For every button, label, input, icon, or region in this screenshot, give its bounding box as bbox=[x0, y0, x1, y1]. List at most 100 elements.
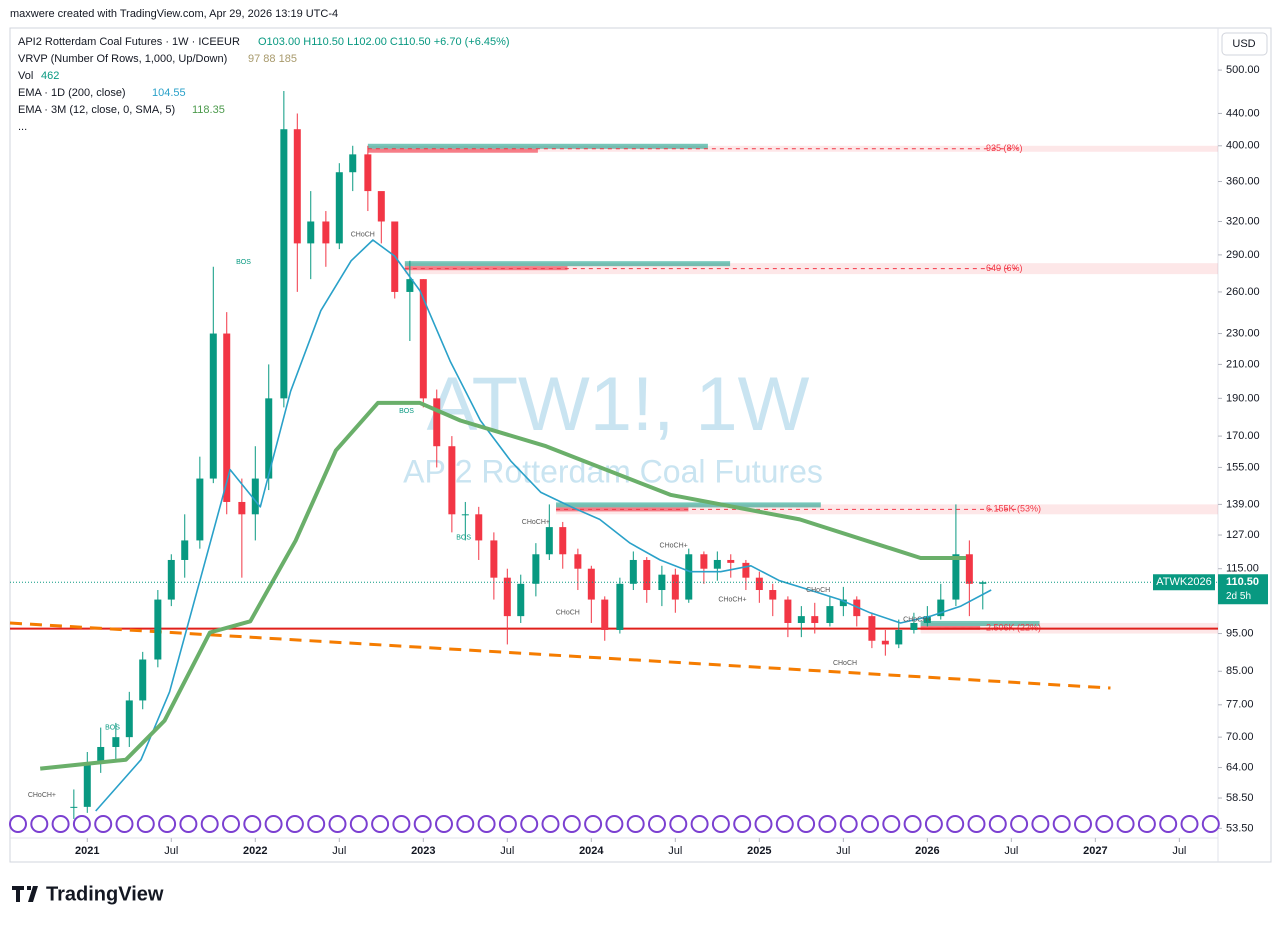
x-tick-label: Jul bbox=[500, 845, 514, 857]
candle-body bbox=[490, 540, 498, 578]
y-tick-label: 58.50 bbox=[1226, 792, 1254, 804]
legend-symbol: API2 Rotterdam Coal Futures · 1W · ICEEU… bbox=[18, 36, 240, 48]
y-tick-label: 70.00 bbox=[1226, 731, 1254, 743]
annotation: CHoCH+ bbox=[28, 792, 56, 799]
candle-body bbox=[209, 333, 217, 479]
candle-body bbox=[910, 622, 918, 630]
y-tick-label: 500.00 bbox=[1226, 64, 1260, 76]
event-icon bbox=[562, 815, 581, 833]
candle-body bbox=[965, 554, 973, 584]
event-icon bbox=[839, 815, 858, 833]
candle-body bbox=[280, 129, 288, 399]
candle-body bbox=[937, 599, 945, 617]
candle-body bbox=[629, 559, 637, 584]
candle-body bbox=[559, 527, 567, 555]
y-tick-label: 360.00 bbox=[1226, 175, 1260, 187]
event-icon bbox=[158, 815, 177, 833]
legend-more: ... bbox=[18, 121, 27, 133]
event-icon bbox=[605, 815, 624, 833]
y-tick-label: 95.00 bbox=[1226, 627, 1254, 639]
annotation: BOS bbox=[399, 408, 414, 415]
event-icon bbox=[733, 815, 752, 833]
candle-body bbox=[517, 583, 525, 617]
annotation: CHoCH bbox=[556, 610, 580, 617]
y-tick-label: 53.50 bbox=[1226, 822, 1254, 834]
candle-body bbox=[223, 333, 231, 502]
zone-volume bbox=[367, 143, 708, 149]
currency[interactable]: USD bbox=[1232, 38, 1255, 50]
event-icon bbox=[690, 815, 709, 833]
candle-body bbox=[167, 559, 175, 600]
ema-line bbox=[95, 239, 992, 812]
annotation: BOS bbox=[105, 724, 120, 731]
candle-body bbox=[70, 806, 78, 808]
candle-body bbox=[811, 616, 819, 623]
ema-line bbox=[39, 400, 966, 771]
y-tick-label: 320.00 bbox=[1226, 215, 1260, 227]
event-icon bbox=[435, 815, 453, 833]
event-icon bbox=[861, 815, 879, 833]
event-icon bbox=[797, 815, 816, 833]
currency-button[interactable] bbox=[1221, 32, 1268, 56]
y-tick-label: 260.00 bbox=[1226, 286, 1260, 298]
candle-body bbox=[377, 191, 385, 222]
event-icon bbox=[648, 815, 666, 833]
event-icon bbox=[200, 815, 219, 833]
candle-body bbox=[769, 590, 777, 600]
candle-body bbox=[112, 737, 120, 747]
x-tick-label: 2023 bbox=[411, 845, 435, 857]
event-icon bbox=[584, 815, 603, 833]
event-icon bbox=[498, 815, 517, 833]
annotation: CHoCH+ bbox=[660, 543, 688, 550]
zone-label: 640 (6%) bbox=[986, 263, 1023, 273]
y-tick-label: 170.00 bbox=[1226, 430, 1260, 442]
event-icon bbox=[1137, 815, 1156, 833]
x-tick-label: Jul bbox=[836, 845, 850, 857]
annotation: BOS bbox=[236, 259, 251, 266]
event-icon bbox=[924, 815, 943, 833]
annotation: CHoCH+ bbox=[718, 596, 746, 603]
annotation: CHoCH bbox=[351, 231, 375, 238]
event-icon bbox=[903, 815, 922, 833]
candle-body bbox=[433, 398, 441, 447]
y-tick-label: 64.00 bbox=[1226, 761, 1254, 773]
x-tick-label: 2024 bbox=[579, 845, 604, 857]
event-icon bbox=[136, 815, 155, 833]
candle-body bbox=[251, 478, 259, 515]
y-tick-label: 400.00 bbox=[1226, 140, 1260, 152]
candle-body bbox=[755, 577, 763, 591]
annotation: CHoCH+ bbox=[903, 616, 931, 623]
plot: 500.00 440.00 400.00 360.00 320.00 290.00 260.… bbox=[9, 64, 1268, 857]
event-icon bbox=[988, 815, 1007, 833]
event-icon bbox=[243, 815, 262, 833]
candle-body bbox=[895, 629, 903, 645]
y-tick-label: 190.00 bbox=[1226, 392, 1260, 404]
event-icon bbox=[626, 815, 645, 833]
legend: API2 Rotterdam Coal Futures · 1W · ICEEU… bbox=[18, 36, 510, 133]
candle-body bbox=[83, 762, 91, 807]
candle-body bbox=[784, 599, 792, 623]
candle-body bbox=[545, 527, 553, 555]
event-icon bbox=[1159, 815, 1178, 833]
legend-vol-value: 462 bbox=[41, 70, 59, 82]
event-icon bbox=[72, 815, 91, 833]
candle-body bbox=[601, 599, 609, 630]
annotation: CHoCH+ bbox=[522, 519, 550, 526]
event-icon bbox=[94, 815, 113, 833]
candle-body bbox=[853, 599, 861, 617]
y-tick-label: 155.00 bbox=[1226, 461, 1260, 473]
legend-ema2: EMA · 3M (12, close, 0, SMA, 5) bbox=[18, 104, 175, 116]
y-tick-label: 210.00 bbox=[1226, 358, 1260, 370]
candle-body bbox=[406, 279, 414, 292]
candle-body bbox=[839, 599, 847, 607]
legend-vrvp: VRVP (Number Of Rows, 1,000, Up/Down) bbox=[18, 53, 227, 65]
zone-label: 6.155K (53%) bbox=[986, 504, 1041, 514]
candle-body bbox=[181, 540, 189, 560]
candle-body bbox=[97, 746, 105, 763]
x-tick-label: 2026 bbox=[915, 845, 939, 857]
event-icon bbox=[328, 815, 347, 833]
legend-ohlc: O103.00 H110.50 L102.00 C110.50 +6.70 (+… bbox=[258, 36, 510, 48]
candle-body bbox=[727, 559, 735, 563]
event-icon bbox=[222, 815, 240, 833]
